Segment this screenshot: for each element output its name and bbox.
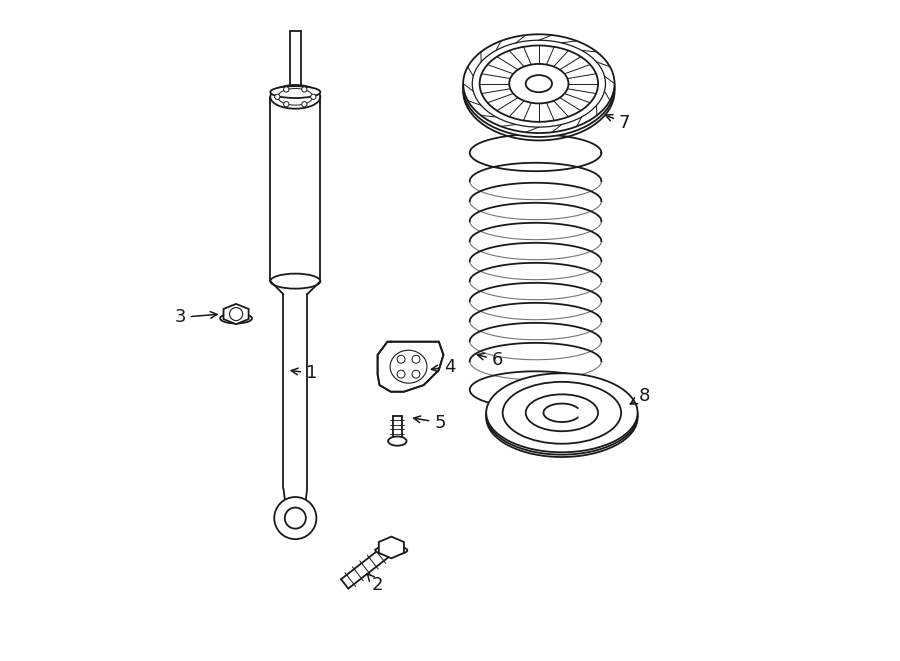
Circle shape xyxy=(310,95,316,99)
Ellipse shape xyxy=(270,85,320,108)
Ellipse shape xyxy=(480,46,598,122)
Circle shape xyxy=(284,102,289,107)
Text: 6: 6 xyxy=(477,351,503,369)
Ellipse shape xyxy=(486,375,637,455)
Text: 2: 2 xyxy=(367,574,383,594)
Ellipse shape xyxy=(464,34,615,133)
Ellipse shape xyxy=(274,497,317,539)
Circle shape xyxy=(230,307,243,321)
Ellipse shape xyxy=(509,64,569,103)
Ellipse shape xyxy=(270,86,320,98)
Ellipse shape xyxy=(464,38,615,137)
Text: 8: 8 xyxy=(630,387,650,405)
Ellipse shape xyxy=(486,378,637,457)
Ellipse shape xyxy=(270,274,320,289)
Circle shape xyxy=(412,356,420,363)
Ellipse shape xyxy=(526,75,552,93)
Ellipse shape xyxy=(375,546,408,555)
Circle shape xyxy=(412,370,420,378)
Text: 4: 4 xyxy=(431,358,455,375)
Ellipse shape xyxy=(486,373,637,452)
Circle shape xyxy=(397,370,405,378)
Ellipse shape xyxy=(284,508,306,529)
Circle shape xyxy=(284,87,289,92)
Text: 3: 3 xyxy=(175,308,217,327)
Text: 7: 7 xyxy=(606,114,630,132)
Circle shape xyxy=(274,95,280,99)
Ellipse shape xyxy=(464,42,615,140)
Text: 1: 1 xyxy=(292,364,318,382)
Polygon shape xyxy=(223,304,248,324)
Circle shape xyxy=(302,87,307,92)
Text: 5: 5 xyxy=(414,414,446,432)
Circle shape xyxy=(302,102,307,107)
Ellipse shape xyxy=(390,350,427,383)
Ellipse shape xyxy=(472,40,606,127)
Polygon shape xyxy=(379,537,404,559)
Polygon shape xyxy=(378,342,444,392)
Ellipse shape xyxy=(503,382,621,444)
Circle shape xyxy=(397,356,405,363)
Ellipse shape xyxy=(220,313,252,323)
Ellipse shape xyxy=(526,395,599,431)
Ellipse shape xyxy=(388,436,407,446)
